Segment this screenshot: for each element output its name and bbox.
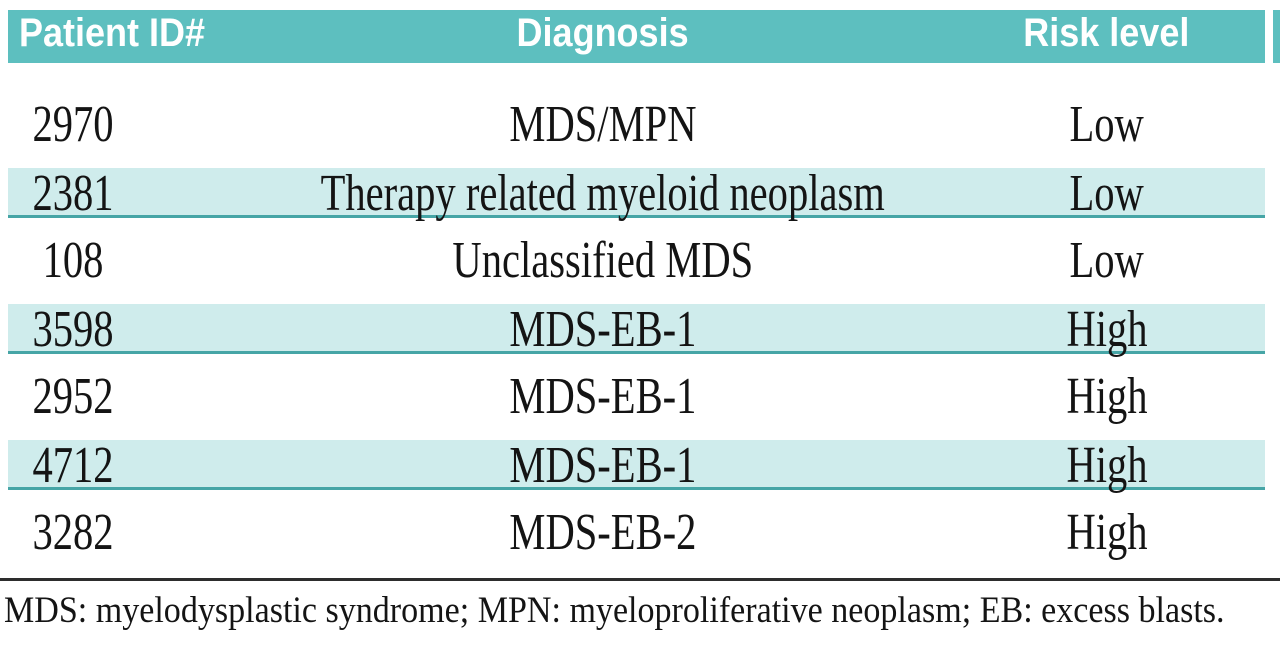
table-row: 2952 MDS-EB-1 High <box>8 363 1265 431</box>
table-row: 108 Unclassified MDS Low <box>8 227 1265 295</box>
table-footnote-text: MDS: myelodysplastic syndrome; MPN: myel… <box>4 590 1225 631</box>
diagnosis-value: MDS-EB-2 <box>509 504 697 561</box>
column-header-diagnosis: Diagnosis <box>138 10 1068 63</box>
risk-level-cell: Low <box>1068 168 1265 220</box>
table-body: 2970 MDS/MPN Low 2381 Therapy related my… <box>8 91 1265 567</box>
risk-level-cell: Low <box>1068 227 1265 295</box>
patient-id-cell: 4712 <box>8 440 138 492</box>
patient-id-cell: 2381 <box>8 168 138 220</box>
table-row: 3282 MDS-EB-2 High <box>8 499 1265 567</box>
patient-id-cell: 2970 <box>8 91 138 159</box>
column-header-diagnosis-label: Diagnosis <box>516 10 690 55</box>
table-header-row: Patient ID# Diagnosis Risk level <box>8 10 1265 63</box>
risk-level-value: High <box>1065 504 1148 561</box>
risk-level-cell: High <box>1065 301 1265 358</box>
table-row: 4712 MDS-EB-1 High <box>8 431 1265 499</box>
diagnosis-cell: MDS-EB-1 <box>138 304 1068 356</box>
diagnosis-cell: Therapy related myeloid neoplasm <box>138 168 1068 220</box>
risk-level-cell: High <box>1065 363 1265 431</box>
diagnosis-value: Therapy related myeloid neoplasm <box>320 165 886 222</box>
patient-id-value: 4712 <box>32 437 114 494</box>
column-header-risk-level-label: Risk level <box>1023 10 1190 55</box>
patient-id-cell: 2952 <box>8 363 138 431</box>
column-header-risk-level: Risk level <box>1023 10 1265 63</box>
diagnosis-value: MDS-EB-1 <box>509 301 697 358</box>
patient-id-value: 3282 <box>32 504 114 561</box>
diagnosis-cell: MDS-EB-2 <box>138 499 1068 567</box>
risk-level-value: High <box>1065 368 1148 425</box>
patient-id-value: 2381 <box>32 165 114 222</box>
table-row: 2381 Therapy related myeloid neoplasm Lo… <box>8 159 1265 227</box>
risk-level-value: High <box>1065 437 1148 494</box>
diagnosis-cell: MDS-EB-1 <box>138 440 1068 492</box>
risk-level-cell: High <box>1065 499 1265 567</box>
table-row: 3598 MDS-EB-1 High <box>8 295 1265 363</box>
column-header-patient-id: Patient ID# <box>8 10 205 63</box>
table-footnote: MDS: myelodysplastic syndrome; MPN: myel… <box>4 590 1280 633</box>
risk-level-value: Low <box>1069 232 1144 289</box>
patient-id-cell: 3598 <box>8 304 138 356</box>
patient-id-value: 2970 <box>32 96 114 153</box>
patient-id-cell: 108 <box>8 227 138 295</box>
risk-level-cell: High <box>1065 437 1265 494</box>
diagnosis-value: MDS-EB-1 <box>509 368 697 425</box>
column-header-patient-id-label: Patient ID# <box>19 10 206 55</box>
diagnosis-value: Unclassified MDS <box>452 232 754 289</box>
risk-level-value: High <box>1065 301 1148 358</box>
diagnosis-value: MDS/MPN <box>509 96 697 153</box>
patient-id-cell: 3282 <box>8 499 138 567</box>
patient-id-value: 108 <box>42 232 104 289</box>
diagnosis-cell: Unclassified MDS <box>138 227 1068 295</box>
footnote-divider <box>0 578 1280 581</box>
diagnosis-cell: MDS-EB-1 <box>138 363 1068 431</box>
risk-level-value: Low <box>1069 165 1144 222</box>
risk-level-cell: Low <box>1068 91 1265 159</box>
diagnosis-cell: MDS/MPN <box>138 91 1068 159</box>
table-row: 2970 MDS/MPN Low <box>8 91 1265 159</box>
header-bar-edge-fragment <box>1273 10 1280 63</box>
risk-level-value: Low <box>1069 96 1144 153</box>
diagnosis-value: MDS-EB-1 <box>509 437 697 494</box>
patient-id-value: 2952 <box>32 368 114 425</box>
patient-id-value: 3598 <box>32 301 114 358</box>
